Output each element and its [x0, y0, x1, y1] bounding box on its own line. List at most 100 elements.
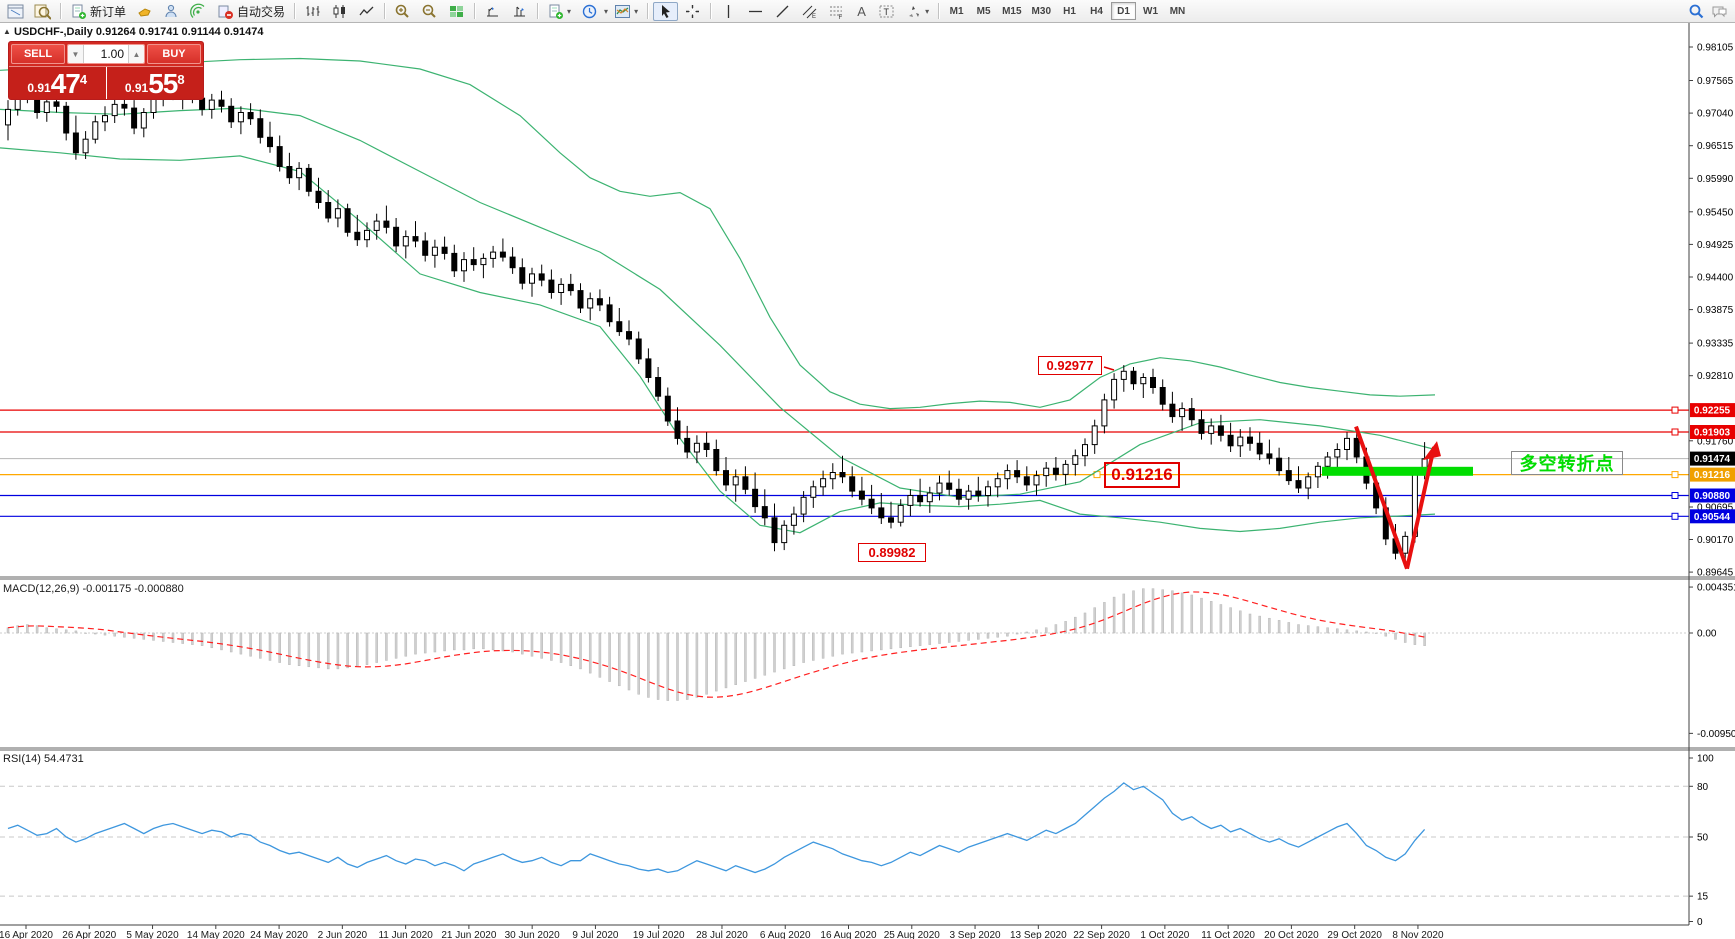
candle-body	[1276, 457, 1283, 472]
price-tick-label: 0.95990	[1697, 174, 1734, 185]
macd-histogram-bar	[220, 632, 223, 651]
crosshair-tool[interactable]	[680, 2, 705, 21]
candle-body	[810, 486, 817, 498]
text-label-tool[interactable]: T	[874, 2, 899, 21]
time-axis: 16 Apr 2020 26 Apr 2020 5 May 2020 14 May 2…	[0, 925, 1444, 939]
macd-histogram-bar	[152, 632, 155, 641]
add-indicator-button[interactable]: ▾	[543, 2, 575, 21]
candle-body	[655, 377, 662, 397]
zoom-out-icon[interactable]	[417, 2, 442, 21]
cursor-tool[interactable]	[653, 1, 679, 21]
candle-body	[1023, 476, 1030, 486]
candle-body	[1043, 467, 1050, 477]
volume-increase-button[interactable]: ▲	[128, 45, 144, 63]
market-depth-icon[interactable]	[132, 2, 157, 21]
red-arrow-down[interactable]	[1354, 425, 1409, 570]
label-connector-line	[1103, 366, 1115, 371]
price-label-low[interactable]: 0.89982	[858, 543, 926, 562]
line-anchor-handle[interactable]	[1671, 428, 1679, 436]
profiles-icon[interactable]	[30, 2, 55, 21]
tf-m1[interactable]: M1	[949, 5, 964, 17]
price-tick-label: 0.89645	[1697, 568, 1734, 579]
macd-histogram-bar	[346, 632, 349, 669]
fibonacci-tool[interactable]: F	[824, 2, 849, 21]
terminal-icon[interactable]	[159, 2, 184, 21]
price-label-high[interactable]: 0.92977	[1038, 356, 1102, 375]
tf-m5[interactable]: M5	[976, 5, 991, 17]
line-anchor-handle[interactable]	[1671, 492, 1679, 499]
macd-histogram-bar	[307, 632, 311, 668]
candle-body	[451, 252, 458, 272]
macd-histogram-bar	[860, 632, 864, 653]
red-arrow-up[interactable]	[1405, 446, 1436, 570]
date-label: 28 Jul 2020	[696, 930, 748, 939]
tf-mn[interactable]: MN	[1169, 5, 1186, 17]
macd-histogram-bar	[1277, 620, 1281, 634]
bar-chart-type-icon[interactable]	[300, 2, 325, 21]
chevron-down-icon[interactable]: ▾	[604, 6, 609, 16]
note-label-turning-point[interactable]: 多空转折点	[1511, 451, 1623, 475]
green-zone-line[interactable]	[1322, 466, 1473, 476]
trendline-tool[interactable]	[770, 2, 795, 21]
macd-histogram-bar	[259, 632, 262, 659]
macd-histogram-bar	[1112, 596, 1116, 634]
chart-canvas[interactable]: 0.98105 0.97565 0.97040 0.96515 0.95990 0.954…	[0, 23, 1735, 939]
candle-body	[548, 279, 555, 294]
candle-body	[1353, 437, 1360, 458]
signals-icon[interactable]	[186, 2, 211, 21]
vertical-line-tool[interactable]	[716, 2, 741, 21]
macd-histogram-bar	[880, 632, 883, 651]
horizontal-line-tool[interactable]	[743, 2, 768, 21]
sell-button[interactable]: SELL	[11, 44, 65, 64]
macd-histogram-bar	[239, 632, 243, 655]
macd-histogram-bar	[1044, 627, 1048, 634]
macd-histogram-bar	[268, 632, 272, 661]
volume-decrease-button[interactable]: ▼	[68, 45, 84, 63]
buy-price-display[interactable]: 0.91 55 8	[106, 67, 203, 99]
volume-input[interactable]: 1.00	[84, 45, 128, 63]
toolbar-separator	[384, 3, 386, 19]
price-label-support[interactable]: 0.91216	[1104, 462, 1180, 488]
macd-histogram-bar	[928, 632, 932, 645]
macd-histogram-bar	[278, 632, 281, 663]
line-anchor-handle[interactable]	[1671, 512, 1679, 520]
tf-d1[interactable]: D1	[1111, 2, 1136, 20]
feedback-chat-icon[interactable]	[1711, 3, 1728, 20]
tf-h1[interactable]: H1	[1063, 5, 1076, 17]
macd-histogram-bar	[229, 632, 233, 653]
macd-histogram-bar	[26, 624, 29, 634]
text-tool[interactable]: A	[857, 3, 866, 19]
tile-windows-icon[interactable]	[444, 2, 469, 21]
macd-histogram-bar	[482, 632, 485, 650]
tf-m15[interactable]: M15	[1002, 5, 1022, 17]
tf-m30[interactable]: M30	[1031, 5, 1051, 17]
sell-price-display[interactable]: 0.91 47 4	[9, 67, 107, 99]
tf-w1[interactable]: W1	[1143, 5, 1158, 17]
candle-body	[732, 476, 739, 486]
data-window-icon[interactable]	[480, 2, 505, 21]
candle-body	[917, 495, 924, 503]
shapes-tool[interactable]: ▾	[901, 2, 933, 21]
line-chart-type-icon[interactable]	[354, 2, 379, 21]
tf-h4[interactable]: H4	[1090, 5, 1103, 17]
buy-button[interactable]: BUY	[147, 44, 201, 64]
equidistant-channel-tool[interactable]: E	[797, 2, 822, 21]
candle-body	[53, 101, 60, 107]
candle-chart-type-icon[interactable]	[327, 2, 352, 21]
period-clock-icon[interactable]	[577, 2, 602, 21]
template-icon[interactable]: ▾	[610, 2, 642, 21]
zoom-in-icon[interactable]	[390, 2, 415, 21]
macd-histogram-bar	[763, 632, 767, 676]
scroll-marker-icon[interactable]: ▲	[3, 27, 11, 36]
candle-body	[412, 236, 419, 242]
search-icon[interactable]	[1688, 3, 1705, 20]
red-arrowhead[interactable]	[1423, 441, 1441, 461]
chart-window-icon[interactable]	[3, 2, 28, 21]
line-anchor-handle[interactable]	[1671, 406, 1679, 414]
indicator-window-icon[interactable]	[507, 2, 532, 21]
line-anchor-handle[interactable]	[1671, 471, 1679, 479]
date-label: 21 Jun 2020	[441, 930, 496, 939]
new-order-button[interactable]: 新订单	[66, 2, 130, 21]
candle-body	[208, 99, 215, 110]
auto-trading-button[interactable]: 自动交易	[213, 2, 289, 21]
